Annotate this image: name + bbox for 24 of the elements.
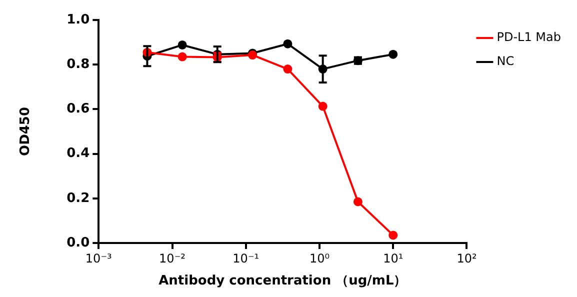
y-tick-label: 1.0: [66, 12, 90, 28]
y-tick-label: 0.0: [66, 235, 90, 250]
y-tick-label: 0.6: [66, 102, 90, 117]
x-tick-label: 10⁰: [309, 251, 330, 266]
x-tick-label: 10⁻³: [85, 251, 112, 266]
y-axis-title: OD450: [18, 107, 34, 156]
point: [283, 64, 292, 74]
y-tick-label: 0.2: [66, 190, 90, 206]
point: [353, 197, 362, 206]
x-tick-label: 10²: [456, 251, 477, 266]
point: [283, 39, 292, 48]
point: [178, 40, 187, 50]
y-tick-label: 0.8: [66, 56, 90, 72]
x-tick-label: 10⁻²: [159, 251, 186, 266]
legend-label: NC: [496, 54, 514, 68]
legend-label: PD-L1 Mab: [496, 30, 561, 44]
x-tick-label: 10⁻¹: [232, 251, 260, 266]
x-tick-label: 10¹: [383, 251, 404, 266]
y-tick-label: 0.4: [66, 146, 90, 162]
point: [388, 230, 398, 240]
point: [388, 50, 398, 59]
point: [318, 102, 328, 111]
x-axis-title: Antibody concentration （ug/mL）: [158, 274, 407, 289]
point: [178, 52, 187, 62]
